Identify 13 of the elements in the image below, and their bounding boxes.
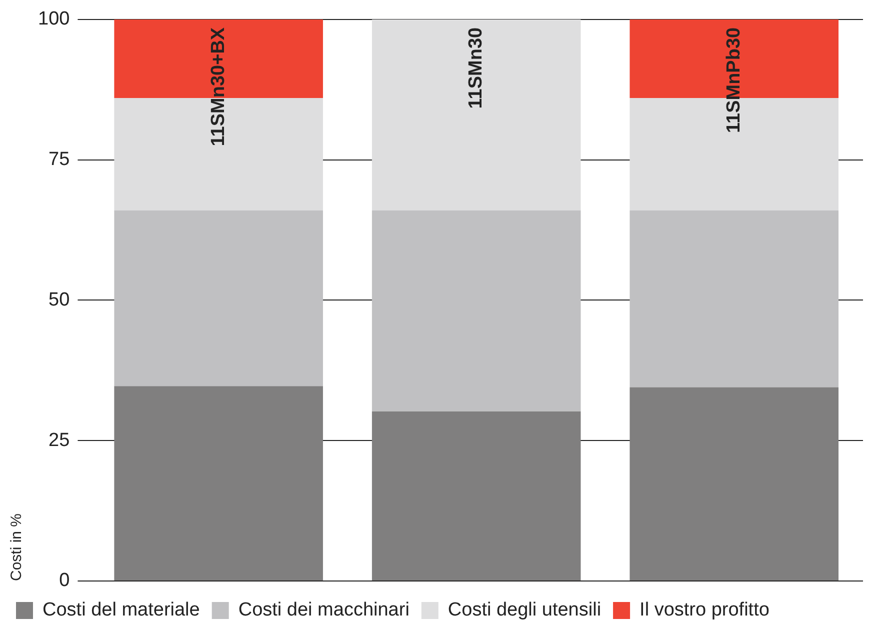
y-axis-title: Costi in % [8, 513, 26, 581]
x-tick-label: 11SMnPb30 [723, 27, 744, 134]
y-tick-label: 75 [48, 149, 70, 170]
y-tick-label: 50 [48, 289, 70, 310]
legend-label: Costi dei macchinari [238, 600, 410, 621]
y-tick-label: 0 [59, 570, 70, 592]
legend-label: Il vostro profitto [640, 600, 770, 621]
legend-label: Costi degli utensili [448, 600, 602, 621]
y-tick-label: 100 [38, 8, 70, 30]
x-tick-label: 11SMn30 [466, 27, 487, 109]
x-tick-label: 11SMn30+BX [208, 27, 229, 146]
y-tick-label: 25 [48, 430, 70, 451]
legend-label: Costi del materiale [42, 600, 200, 621]
